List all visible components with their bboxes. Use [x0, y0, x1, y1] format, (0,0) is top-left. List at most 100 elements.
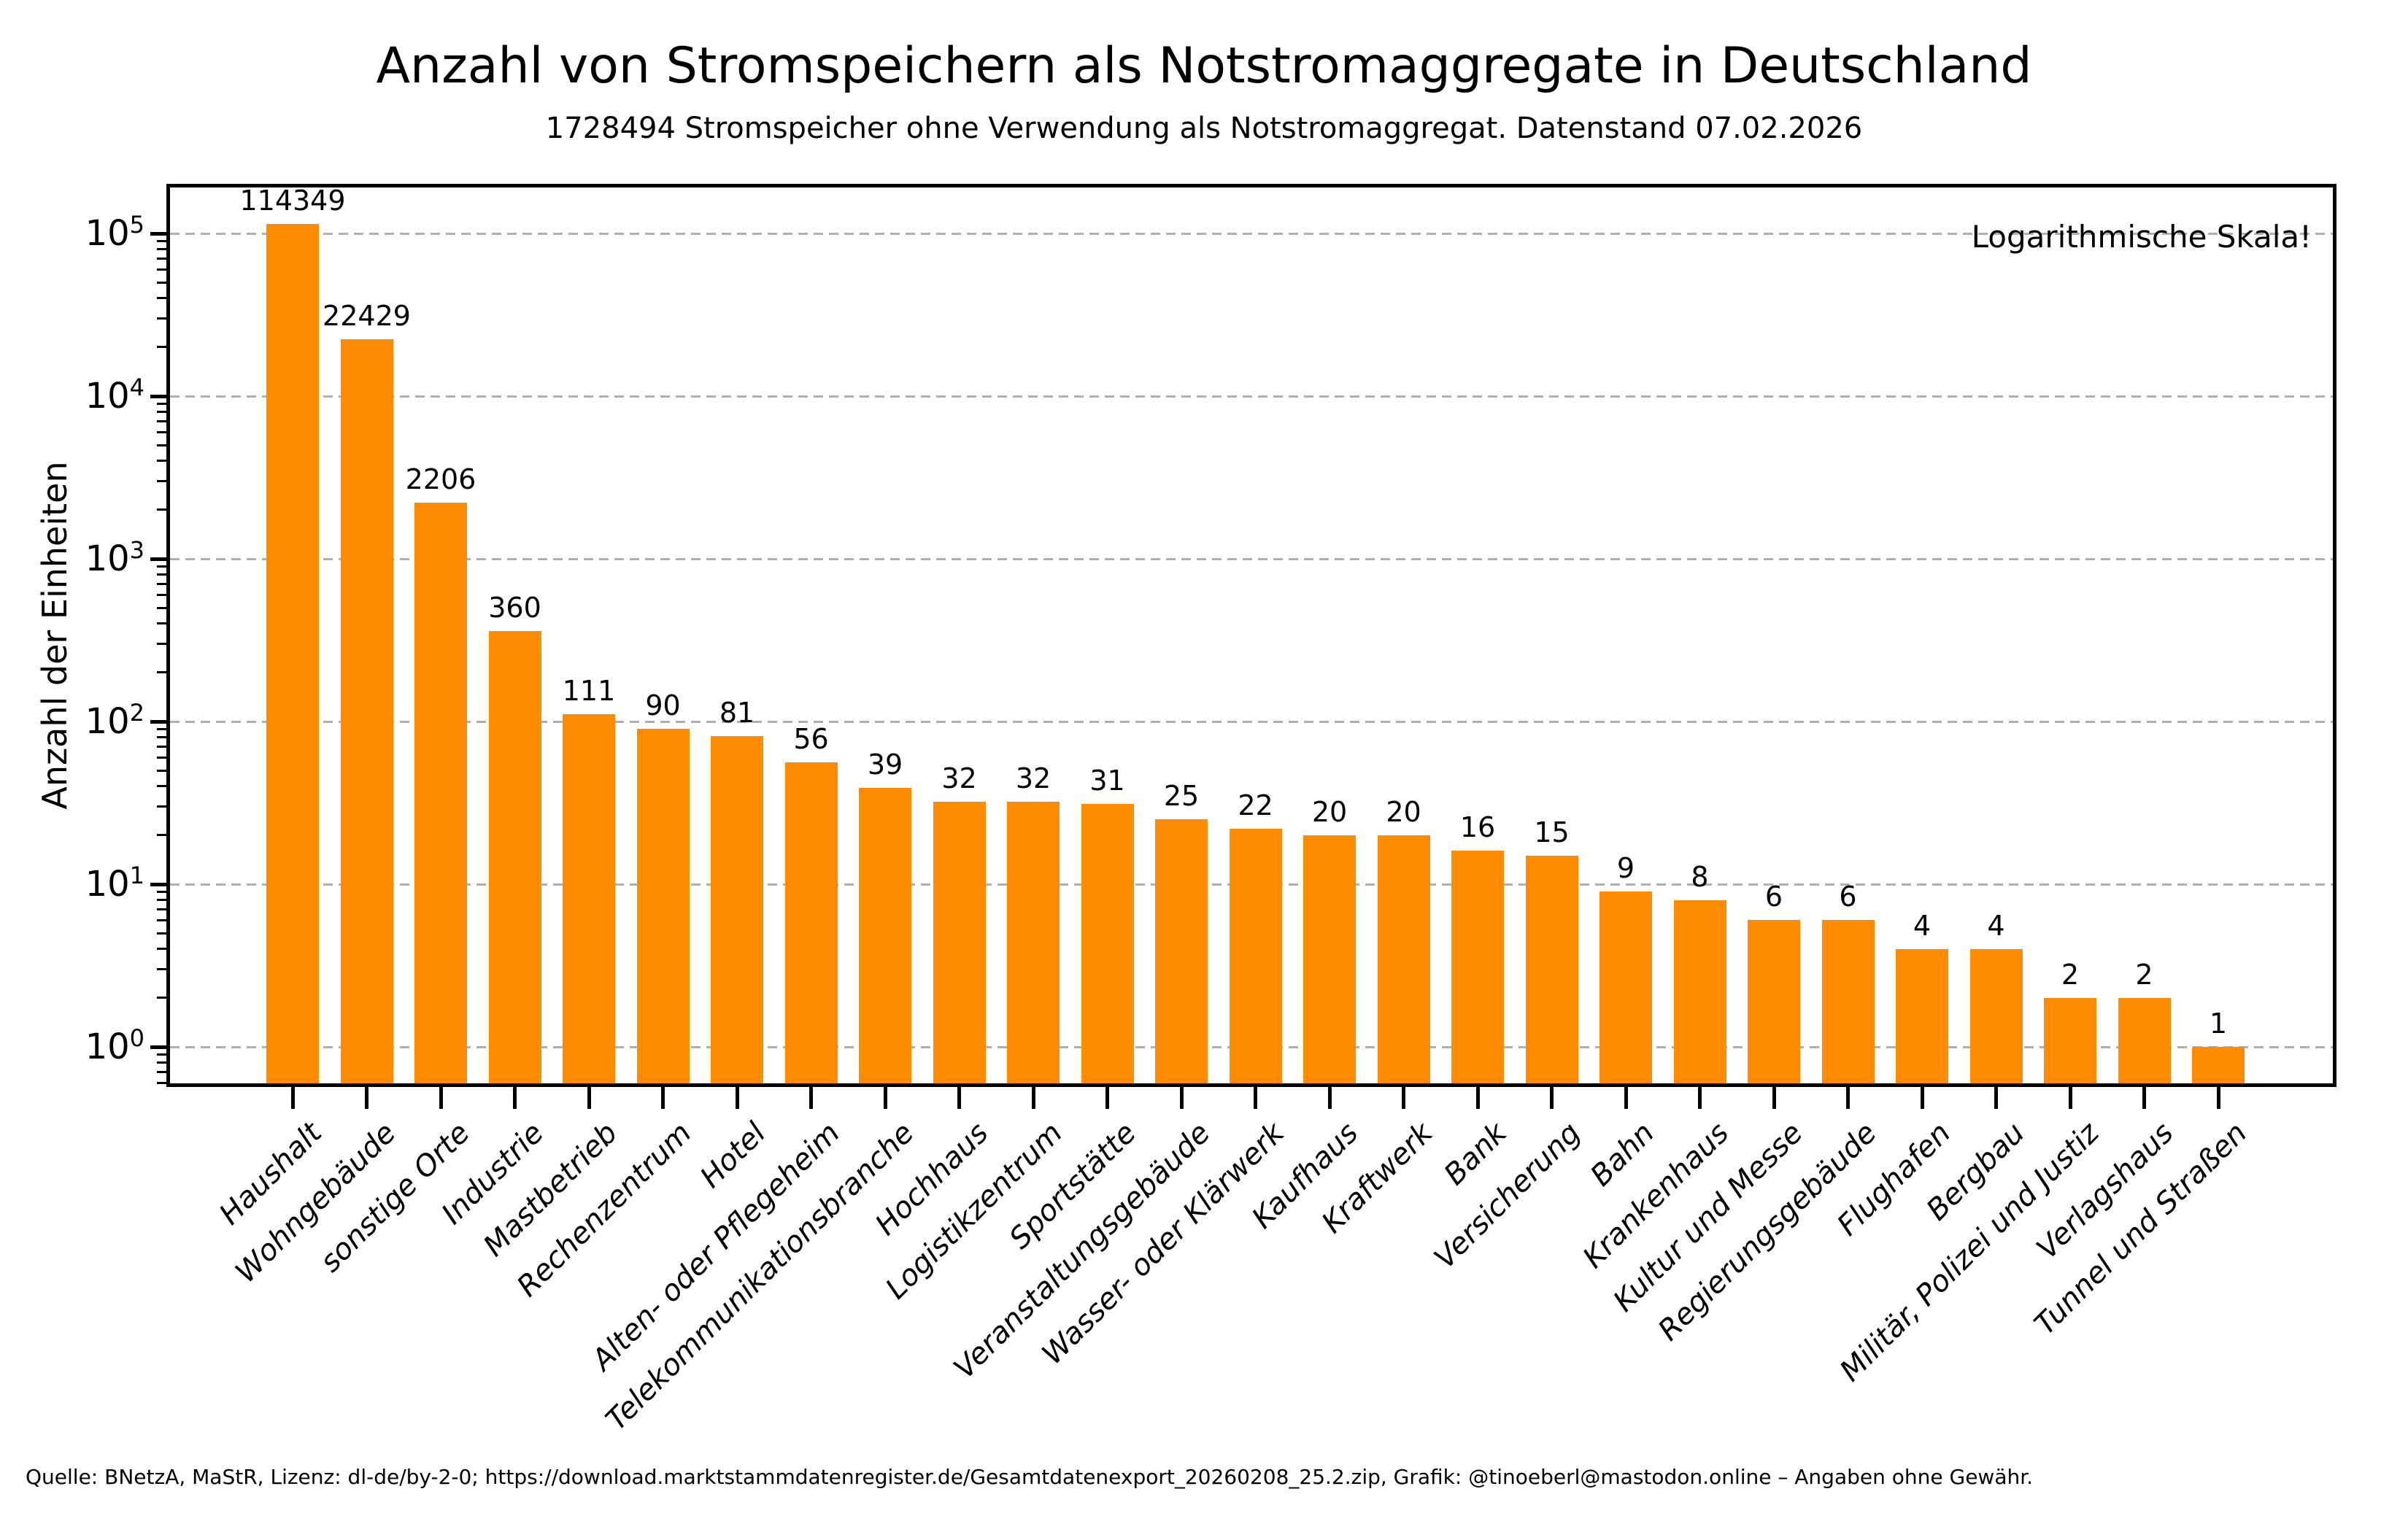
y-tick-major [150, 882, 166, 886]
y-tick-minor [157, 1071, 166, 1074]
bar-21 [1821, 920, 1875, 1083]
x-tick [809, 1087, 813, 1109]
y-tick-minor [157, 834, 166, 837]
y-tick-minor [157, 297, 166, 300]
x-tick [1920, 1087, 1924, 1109]
bar-value-label: 111 [562, 674, 616, 707]
bar-value-label: 6 [1839, 881, 1857, 913]
bar-value-label: 360 [488, 591, 541, 624]
bar-9 [933, 802, 986, 1083]
x-tick [1402, 1087, 1405, 1109]
x-tick [1698, 1087, 1702, 1109]
bar-value-label: 16 [1459, 811, 1496, 844]
x-tick [735, 1087, 739, 1109]
bar-17 [1525, 855, 1578, 1083]
bar-4 [563, 713, 615, 1083]
y-tick-minor [157, 769, 166, 772]
y-tick-minor [157, 948, 166, 951]
bar-12 [1155, 819, 1208, 1083]
bar-13 [1229, 828, 1282, 1083]
x-tick [587, 1087, 591, 1109]
bar-11 [1081, 804, 1134, 1083]
y-tick-minor [157, 756, 166, 759]
y-tick-minor [157, 508, 166, 511]
y-tick-minor [157, 239, 166, 242]
y-tick-minor [157, 268, 166, 271]
bar-2 [414, 503, 467, 1083]
y-tick-minor [157, 997, 166, 999]
bar-22 [1896, 948, 1948, 1083]
y-tick-minor [157, 805, 166, 808]
x-tick [1254, 1087, 1257, 1109]
bar-value-label: 20 [1386, 795, 1421, 828]
bar-16 [1451, 851, 1504, 1083]
y-tick-minor [157, 622, 166, 625]
bar-value-label: 4 [1913, 909, 1932, 942]
y-tick-minor [157, 346, 166, 349]
x-tick [2068, 1087, 2072, 1109]
y-tick-minor [157, 736, 166, 739]
y-tick-minor [157, 583, 166, 586]
bar-14 [1303, 835, 1356, 1083]
bar-1 [340, 338, 393, 1083]
y-tick-minor [157, 643, 166, 646]
bar-value-label: 20 [1311, 795, 1348, 828]
y-tick-minor [157, 606, 166, 609]
bar-value-label: 6 [1764, 881, 1783, 913]
y-axis-label: Anzahl der Einheiten [35, 461, 74, 810]
x-tick [1994, 1087, 1998, 1109]
y-tick-minor [157, 1081, 166, 1084]
bar-value-label: 8 [1691, 860, 1709, 893]
bar-value-label: 31 [1089, 765, 1125, 797]
bar-8 [859, 788, 911, 1083]
y-tick-label: 102 [85, 699, 144, 742]
x-tick [1179, 1087, 1184, 1109]
x-tick [661, 1087, 665, 1109]
y-tick-minor [157, 258, 166, 260]
y-tick-minor [157, 281, 166, 284]
y-tick-minor [157, 460, 166, 463]
y-tick-major [150, 394, 166, 398]
y-tick-major [150, 557, 166, 561]
bar-value-label: 2 [2061, 958, 2080, 991]
y-tick-minor [157, 248, 166, 251]
x-tick [957, 1087, 961, 1109]
x-tick [2142, 1087, 2146, 1109]
y-tick-minor [157, 444, 166, 446]
bar-value-label: 1 [2209, 1007, 2228, 1040]
y-tick-minor [157, 899, 166, 902]
bar-value-label: 25 [1163, 780, 1200, 813]
chart-title: Anzahl von Stromspeichern als Notstromag… [376, 37, 2032, 95]
bar-value-label: 90 [645, 689, 681, 722]
x-tick [1475, 1087, 1480, 1109]
bar-23 [1969, 948, 2023, 1083]
y-tick-major [150, 719, 166, 724]
gridline-10e2 [170, 720, 2333, 723]
x-tick [1846, 1087, 1850, 1109]
y-tick-major [150, 1045, 166, 1049]
y-tick-minor [157, 1053, 166, 1056]
y-tick-minor [157, 746, 166, 748]
bar-25 [2118, 997, 2171, 1083]
x-tick [1327, 1087, 1332, 1109]
bar-value-label: 22429 [323, 299, 411, 332]
bar-value-label: 39 [867, 748, 903, 781]
y-tick-minor [157, 402, 166, 405]
bar-7 [784, 762, 838, 1083]
y-tick-minor [157, 565, 166, 568]
bar-value-label: 81 [719, 697, 755, 730]
x-tick [2216, 1087, 2220, 1109]
y-tick-label: 100 [85, 1024, 144, 1067]
bar-value-label: 2 [2135, 958, 2153, 991]
gridline-10e4 [170, 395, 2333, 398]
bar-value-label: 22 [1238, 789, 1273, 821]
x-tick [1031, 1087, 1035, 1109]
x-tick [1550, 1087, 1554, 1109]
plot-area [166, 184, 2336, 1087]
gridline-10e3 [170, 557, 2333, 560]
y-tick-minor [157, 671, 166, 674]
bar-3 [488, 630, 541, 1083]
chart-subtitle: 1728494 Stromspeicher ohne Verwendung al… [545, 112, 1863, 145]
bar-value-label: 9 [1616, 852, 1635, 885]
x-tick [1772, 1087, 1776, 1109]
